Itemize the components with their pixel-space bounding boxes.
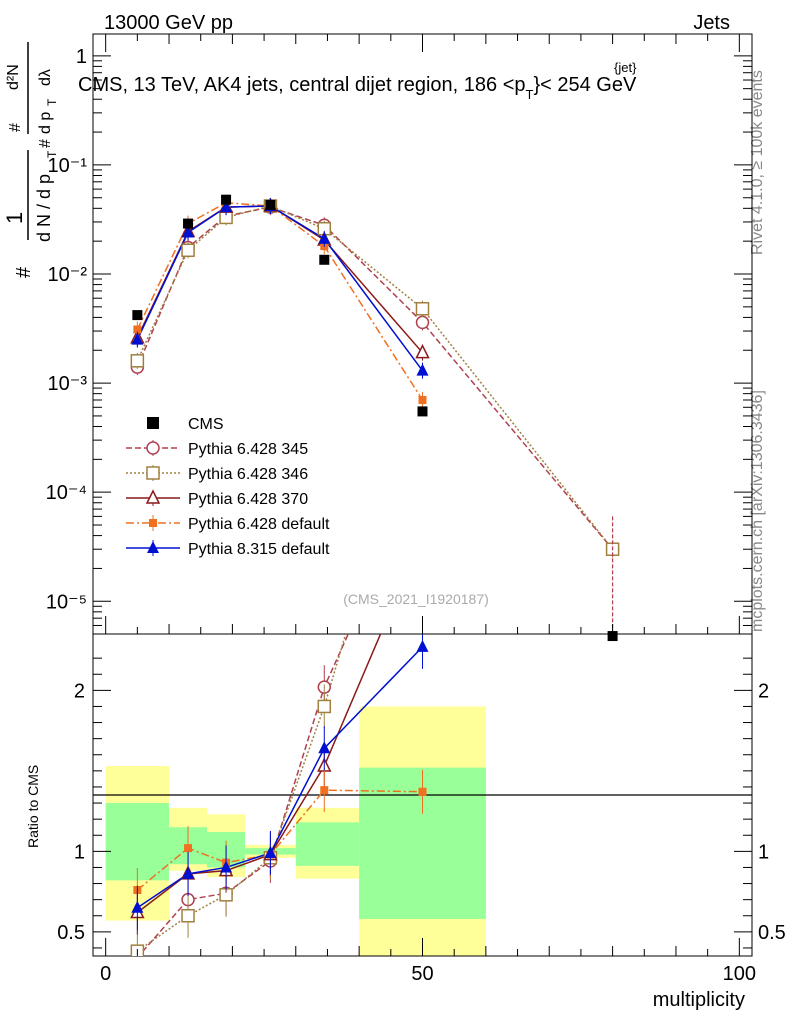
x-tick-label: 50 <box>411 963 433 985</box>
ratio-band-green <box>295 822 360 866</box>
ratio-series-line <box>136 789 423 891</box>
side-label-top: Rivet 4.1.0, ≥ 100k events <box>749 70 766 255</box>
cms-point <box>183 218 194 229</box>
upper-y-tick-labels: 1 10⁻¹ 10⁻² 10⁻³ 10⁻⁴ 10⁻⁵ <box>46 46 88 613</box>
series-marker <box>220 200 233 213</box>
y-label-one: 1 <box>2 212 27 224</box>
ratio-y-tick-label: 2 <box>74 680 85 702</box>
cms-point <box>319 254 330 265</box>
series-marker <box>182 866 195 879</box>
plot-title: CMS, 13 TeV, AK4 jets, central dijet reg… <box>78 74 637 102</box>
series-marker <box>416 363 429 376</box>
series-marker <box>318 741 331 754</box>
series-marker <box>418 395 427 404</box>
ratio-y-tick-label: 0.5 <box>57 922 85 944</box>
series-line <box>136 205 424 372</box>
series-line <box>136 205 424 354</box>
cms-point <box>132 310 143 321</box>
analysis-watermark: (CMS_2021_I1920187) <box>343 591 489 607</box>
ratio-y-tick-label-right: 0.5 <box>758 922 786 944</box>
series-marker <box>418 787 427 796</box>
legend-marker-cms <box>147 417 159 429</box>
series-marker <box>131 900 144 913</box>
series-marker <box>184 844 193 853</box>
series-line <box>136 201 424 401</box>
series-marker <box>415 302 430 316</box>
series-marker <box>182 225 195 238</box>
series-marker <box>181 909 195 923</box>
y-label-d2n: d²N <box>5 64 22 90</box>
x-tick-label: 0 <box>100 963 111 985</box>
legend-label: Pythia 6.428 345 <box>188 441 308 458</box>
series-marker <box>149 519 157 527</box>
cms-data-points <box>132 194 618 642</box>
title-tail: }< 254 GeV <box>533 74 637 96</box>
y-label-hash3: # <box>7 123 24 132</box>
legend-label: Pythia 6.428 370 <box>188 491 308 508</box>
series-marker <box>147 541 159 553</box>
y-label-dn: d N / d p <box>34 174 54 242</box>
title-sup: {jet} <box>614 60 637 75</box>
ratio-series-line <box>136 646 424 909</box>
y-label-dlambda: dλ <box>37 69 54 86</box>
ratio-y-tick-label-right: 2 <box>758 680 769 702</box>
y-label-dp: d p <box>37 112 54 134</box>
series-marker <box>146 466 160 480</box>
y-label-hash2: # <box>37 139 54 148</box>
series-marker <box>130 354 145 368</box>
upper-y-tick-label: 10⁻¹ <box>48 155 88 177</box>
legend: CMS Pythia 6.428 345 Pythia 6.428 346 Pythi… <box>126 416 330 558</box>
series-marker <box>220 860 233 873</box>
series-marker <box>131 332 144 345</box>
series-marker <box>146 441 160 455</box>
y-label-t1: T <box>45 150 59 158</box>
ratio-y-tick-label: 1 <box>74 841 85 863</box>
upper-y-tick-label: 1 <box>76 46 87 68</box>
ratio-y-label: Ratio to CMS <box>25 765 41 848</box>
series-marker <box>181 243 195 258</box>
y-label-hash1: # <box>13 266 35 278</box>
series-marker <box>415 315 430 330</box>
side-label-bottom: mcplots.cern.ch [arXiv:1306.3436] <box>749 390 766 632</box>
cms-point <box>221 194 232 205</box>
series-marker <box>415 344 430 359</box>
series-marker <box>416 639 429 652</box>
x-tick-label: 100 <box>723 963 756 985</box>
ratio-y-ticks <box>93 657 752 949</box>
x-tick-labels: 0 50 100 <box>100 963 756 985</box>
cms-point <box>607 631 618 642</box>
header-left: 13000 GeV pp <box>104 12 233 34</box>
ratio-band-green <box>105 803 170 881</box>
ratio-y-tick-label-right: 1 <box>758 841 769 863</box>
x-ticks <box>105 34 740 956</box>
ratio-panel: 0.5 0.5 1 1 2 2 Ratio to CMS <box>25 633 786 957</box>
legend-label: Pythia 8.315 default <box>188 541 330 558</box>
series-marker <box>320 786 329 795</box>
upper-y-tick-label: 10⁻³ <box>48 373 88 395</box>
cms-point <box>417 406 428 417</box>
cms-point <box>265 199 276 210</box>
series-marker <box>318 231 331 244</box>
legend-label: Pythia 6.428 346 <box>188 466 308 483</box>
series-marker <box>145 489 161 504</box>
legend-label: Pythia 6.428 default <box>188 516 330 533</box>
y-axis-label: # 1 d N / d p T # # d²N d p T dλ <box>2 42 59 278</box>
x-axis-label: multiplicity <box>653 989 745 1011</box>
legend-label-cms: CMS <box>188 416 224 433</box>
upper-panel: 1 10⁻¹ 10⁻² 10⁻³ 10⁻⁴ 10⁻⁵ CMS, 13 TeV, AK4 j… <box>46 33 753 642</box>
series-marker <box>317 699 332 714</box>
header-right: Jets <box>693 12 730 34</box>
ratio-y-tick-labels: 0.5 0.5 1 1 2 2 <box>57 680 786 944</box>
upper-y-tick-label: 10⁻⁵ <box>46 591 87 613</box>
ratio-bands <box>105 706 486 956</box>
upper-y-ticks <box>93 55 752 626</box>
series-marker <box>133 325 142 334</box>
series-marker <box>264 845 277 858</box>
upper-y-tick-label: 10⁻² <box>48 264 88 286</box>
upper-y-tick-label: 10⁻⁴ <box>46 482 87 504</box>
y-label-t2: T <box>45 98 59 106</box>
upper-series-group <box>130 194 620 634</box>
title-sub: T <box>526 87 534 102</box>
